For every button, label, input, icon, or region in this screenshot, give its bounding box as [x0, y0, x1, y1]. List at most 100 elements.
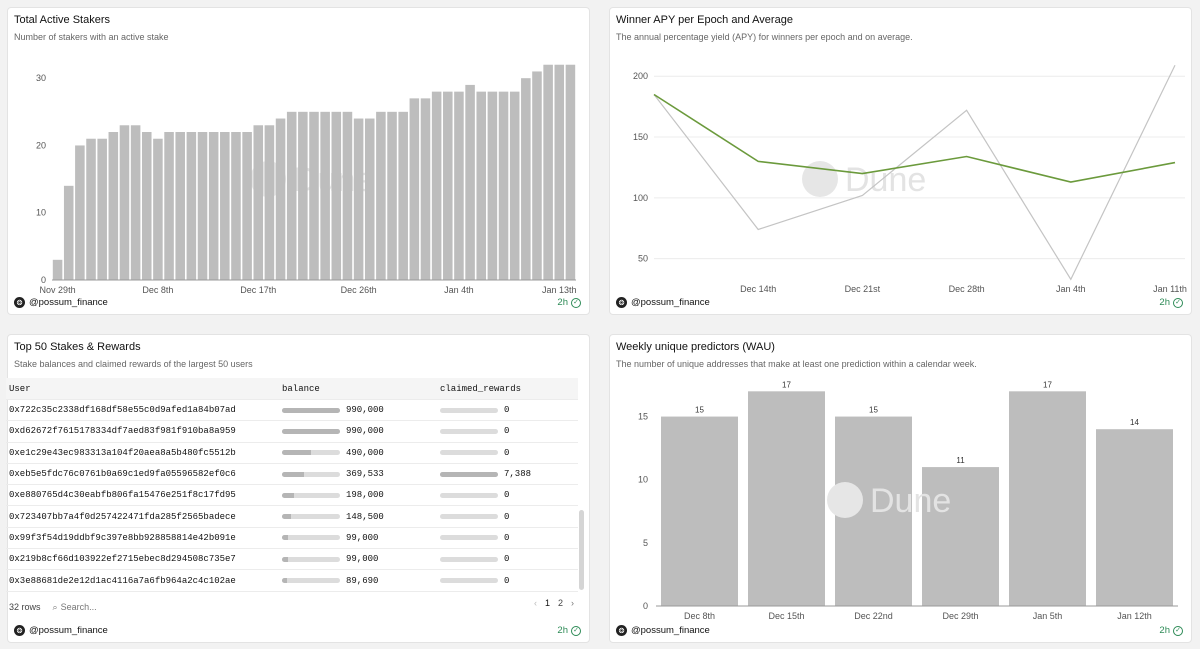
table-row[interactable]: 0xeb5e5fdc76c0761b0a69c1ed9fa05596582ef0… [6, 464, 578, 486]
bar [465, 84, 475, 280]
freshness-badge[interactable]: 2h ✓ [557, 297, 581, 308]
check-circle-icon: ✓ [571, 297, 581, 308]
freshness-badge[interactable]: 2h ✓ [557, 625, 581, 636]
bar [141, 132, 152, 280]
bar [97, 138, 107, 280]
bar [298, 111, 308, 281]
cell-user[interactable]: 0x219b8cf66d103922ef2715ebec8d294508c735… [9, 554, 236, 565]
bar [748, 391, 825, 606]
balance-value: 99,000 [346, 554, 379, 565]
cell-user[interactable]: 0xd62672f7615178334df7aed83f981f910ba8a9… [9, 426, 236, 437]
y-tick-label: 0 [643, 601, 648, 611]
balance-value: 990,000 [346, 426, 384, 437]
table-row[interactable]: 0xe1c29e43ec983313a104f20aea8a5b480fc551… [6, 443, 578, 464]
table-scrollbar[interactable] [579, 510, 584, 590]
cell-user[interactable]: 0x99f3f54d19ddbf9c397e8bb928858814e42b09… [9, 532, 236, 543]
search-box[interactable]: ⌕ Search... [53, 602, 97, 613]
rewards-value: 7,388 [504, 469, 532, 480]
panel-title[interactable]: Winner APY per Epoch and Average [616, 14, 793, 26]
y-tick-label: 15 [638, 412, 648, 422]
table-row[interactable]: 0x722c35c2338df168df58e55c0d9afed1a84b07… [6, 400, 578, 422]
page-2[interactable]: 2 [557, 598, 563, 608]
column-header-user[interactable]: User [9, 383, 31, 394]
table-row[interactable]: 0xe880765d4c30eabfb806fa15476e251f8c17fd… [6, 485, 578, 507]
watermark: Dune [845, 161, 926, 199]
x-tick-label: Dec 29th [942, 611, 978, 621]
author[interactable]: ❂ @possum_finance [616, 297, 710, 308]
balance-bar-fill [282, 471, 304, 477]
author[interactable]: ❂ @possum_finance [14, 297, 108, 308]
balance-value: 990,000 [346, 405, 384, 416]
panel-title[interactable]: Total Active Stakers [14, 14, 110, 26]
column-header-claimed-rewards[interactable]: claimed_rewards [440, 383, 522, 394]
cell-user[interactable]: 0xe1c29e43ec983313a104f20aea8a5b480fc551… [9, 447, 236, 458]
bar [52, 259, 63, 280]
cell-claimed-rewards: 0 [440, 400, 509, 420]
cell-user[interactable]: 0xe880765d4c30eabfb806fa15476e251f8c17fd… [9, 490, 236, 501]
cell-claimed-rewards: 0 [440, 506, 509, 526]
data-label: 15 [869, 406, 878, 415]
table-row[interactable]: 0x723407bb7a4f0d257422471fda285f2565bade… [6, 506, 578, 528]
panel-total-active-stakers: Total Active Stakers Number of stakers w… [7, 7, 590, 315]
cell-claimed-rewards: 0 [440, 549, 509, 569]
bar [220, 132, 230, 280]
cell-user[interactable]: 0x722c35c2338df168df58e55c0d9afed1a84b07… [9, 405, 236, 416]
page-1[interactable]: 1 [544, 598, 550, 608]
panel-winner-apy: Winner APY per Epoch and Average The ann… [609, 7, 1192, 315]
x-tick-label: Jan 13th [542, 285, 577, 295]
balance-bar-fill [282, 450, 311, 456]
author-name: @possum_finance [631, 297, 710, 308]
bar [476, 91, 487, 281]
balance-bar [282, 407, 340, 413]
author[interactable]: ❂ @possum_finance [14, 625, 108, 636]
table-row[interactable]: 0x99f3f54d19ddbf9c397e8bb928858814e42b09… [6, 528, 578, 550]
check-circle-icon: ✓ [1173, 625, 1183, 636]
table-row[interactable]: 0xd62672f7615178334df7aed83f981f910ba8a9… [6, 421, 578, 443]
dune-logo-icon [827, 482, 863, 518]
bar [208, 132, 219, 280]
freshness-badge[interactable]: 2h ✓ [1159, 297, 1183, 308]
bar [86, 138, 96, 280]
table-row[interactable]: 0x3e88681de2e12d1ac4116a7a6fb964a2c4c102… [6, 570, 578, 592]
author-name: @possum_finance [29, 625, 108, 636]
column-header-balance[interactable]: balance [282, 383, 320, 394]
bar [186, 132, 197, 280]
freshness-time: 2h [557, 625, 568, 636]
bar [331, 111, 342, 281]
cell-balance: 990,000 [282, 421, 384, 441]
panel-title[interactable]: Weekly unique predictors (WAU) [616, 341, 775, 353]
bar [922, 467, 999, 606]
bar [275, 118, 286, 280]
wau-chart: 0 5 10 15 15 Dec 8th 17 Dec 15th 15 Dec 22nd 11 Dec… [638, 380, 1178, 621]
y-tick-label: 5 [643, 538, 648, 548]
bar [1096, 429, 1173, 606]
bar [108, 132, 119, 280]
y-tick-label: 200 [633, 71, 648, 81]
cell-user[interactable]: 0x723407bb7a4f0d257422471fda285f2565bade… [9, 511, 236, 522]
next-page-icon[interactable]: › [571, 598, 574, 608]
balance-bar-fill [282, 428, 340, 434]
x-tick-label: Dec 17th [240, 285, 276, 295]
cell-user[interactable]: 0xeb5e5fdc76c0761b0a69c1ed9fa05596582ef0… [9, 469, 236, 480]
author-name: @possum_finance [631, 625, 710, 636]
table-row[interactable]: 0x219b8cf66d103922ef2715ebec8d294508c735… [6, 549, 578, 571]
y-tick-label: 20 [36, 140, 46, 150]
data-label: 14 [1130, 418, 1139, 427]
x-tick-label: Dec 22nd [854, 611, 893, 621]
rewards-value: 0 [504, 426, 510, 437]
check-circle-icon: ✓ [571, 625, 581, 636]
cell-balance: 99,000 [282, 528, 378, 548]
balance-value: 89,690 [346, 575, 379, 586]
cell-user[interactable]: 0x3e88681de2e12d1ac4116a7a6fb964a2c4c102… [9, 575, 236, 586]
panel-title[interactable]: Top 50 Stakes & Rewards [14, 341, 141, 353]
cell-balance: 369,533 [282, 464, 384, 484]
balance-value: 198,000 [346, 490, 384, 501]
balance-bar [282, 471, 340, 477]
author[interactable]: ❂ @possum_finance [616, 625, 710, 636]
watermark: Dune [870, 482, 951, 520]
rewards-bar [440, 407, 498, 413]
search-placeholder: Search... [60, 602, 97, 612]
prev-page-icon[interactable]: ‹ [533, 598, 537, 608]
freshness-badge[interactable]: 2h ✓ [1159, 625, 1183, 636]
